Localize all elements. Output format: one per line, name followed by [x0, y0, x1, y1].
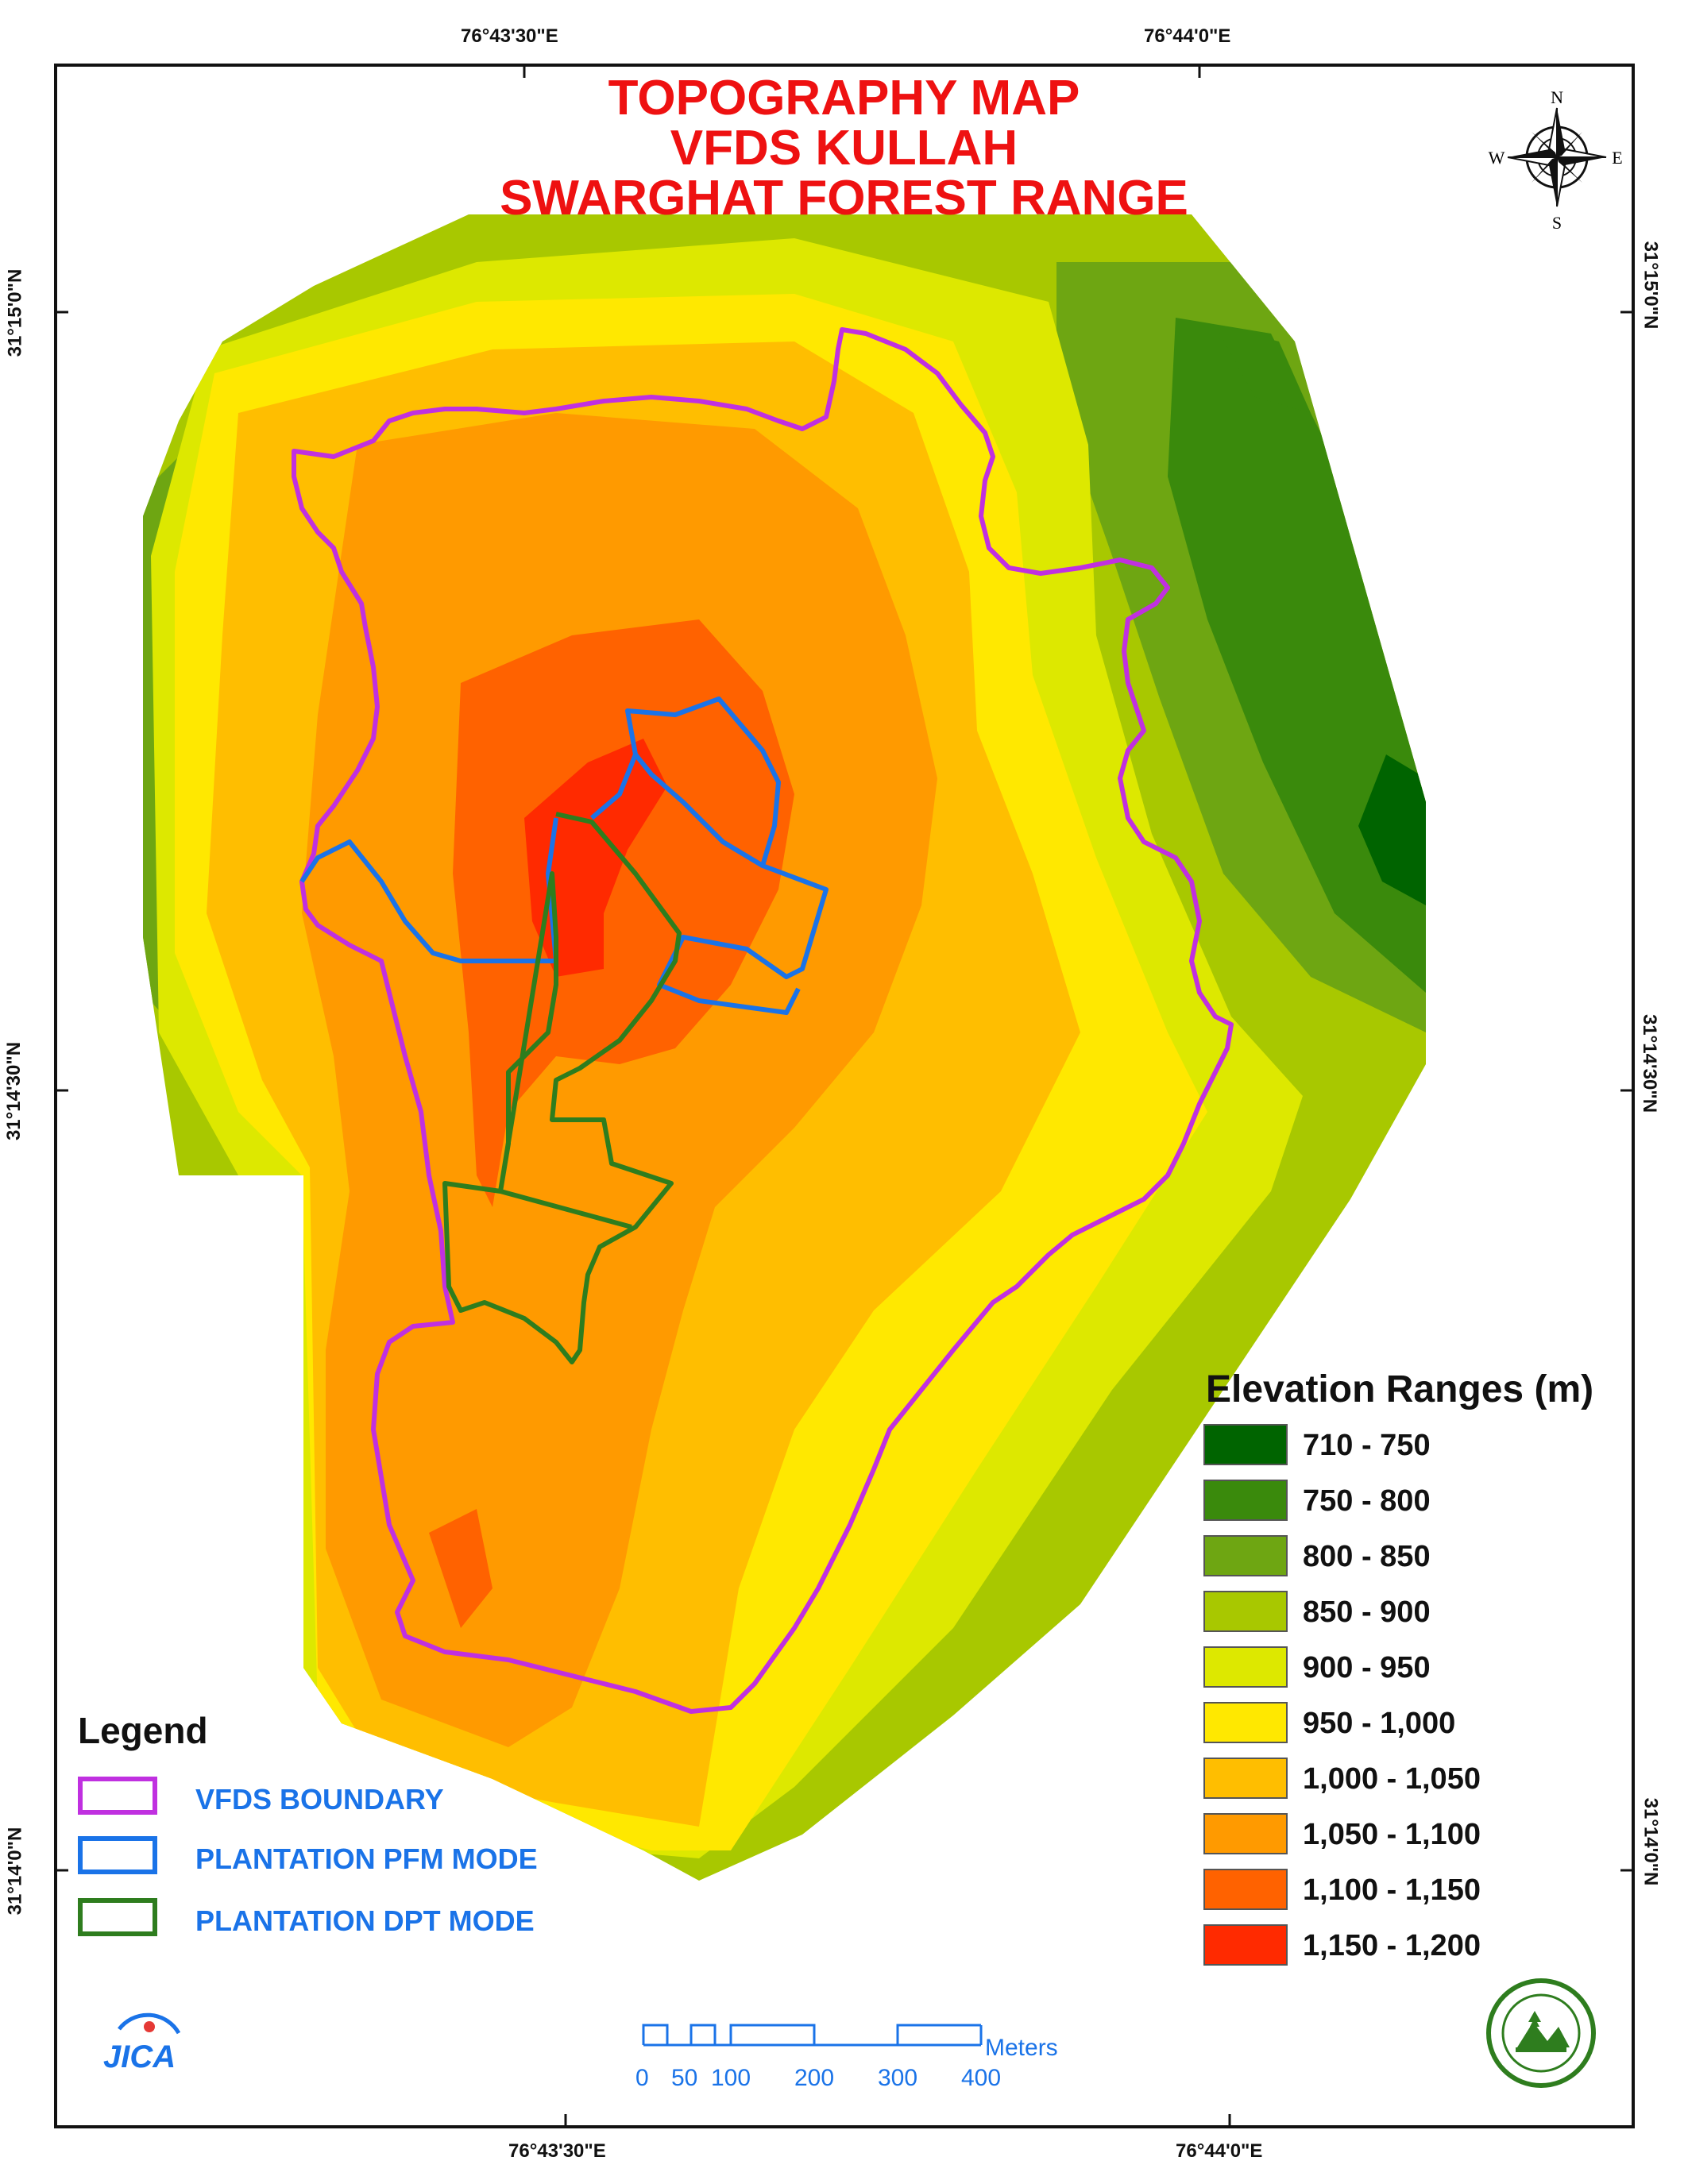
coord-left-2: 31°14'30"N: [3, 1041, 25, 1141]
elev-band-1150-1200: [524, 739, 667, 977]
legend-label: VFDS BOUNDARY: [195, 1783, 444, 1815]
elevation-label: 750 - 800: [1303, 1484, 1431, 1518]
elevation-swatch: [1203, 1758, 1288, 1799]
coord-right-3: 31°14'0"N: [1640, 1797, 1662, 1886]
plantation-pfm-swatch: [78, 1836, 157, 1874]
scale-bar: [642, 2024, 983, 2047]
legend-title: Legend: [78, 1710, 208, 1751]
vfds-boundary: [292, 327, 1234, 1714]
legend-label: PLANTATION PFM MODE: [195, 1843, 538, 1875]
scale-tick-200: 200: [794, 2065, 835, 2091]
elevation-swatch: [1203, 1591, 1288, 1632]
elevation-swatch: [1203, 1924, 1288, 1966]
coord-left-3: 31°14'0"N: [4, 1827, 26, 1916]
compass-s: S: [1552, 213, 1562, 233]
elevation-label: 1,150 - 1,200: [1303, 1929, 1481, 1962]
elevation-label: 1,100 - 1,150: [1303, 1873, 1481, 1907]
plantation-pfm-connector: [590, 753, 638, 820]
jica-logo-text: JICA: [103, 2039, 176, 2074]
map-title-line-2: VFDS KULLAH: [670, 121, 1018, 176]
elevation-swatch: [1203, 1424, 1288, 1465]
plantation-dpt: [442, 812, 682, 1364]
compass-e: E: [1612, 148, 1622, 168]
elevation-label: 950 - 1,000: [1303, 1707, 1456, 1740]
plantation-pfm-north: [625, 696, 781, 868]
elev-band-710-750-b: [1215, 326, 1311, 413]
map-title-line-3: SWARGHAT FOREST RANGE: [500, 171, 1188, 226]
scale-tick-100: 100: [711, 2065, 751, 2091]
map-title-line-1: TOPOGRAPHY MAP: [608, 71, 1080, 125]
graticule-ticks: [54, 64, 1635, 2128]
compass-n: N: [1551, 87, 1563, 107]
elevation-label: 1,000 - 1,050: [1303, 1762, 1481, 1796]
coord-right-2: 31°14'30"N: [1639, 1013, 1661, 1113]
elevation-swatch: [1203, 1646, 1288, 1688]
elevation-label: 710 - 750: [1303, 1429, 1431, 1462]
coord-left-1: 31°15'0"N: [4, 268, 26, 357]
scale-tick-300: 300: [878, 2065, 918, 2091]
elev-band-1100-1150: [453, 619, 794, 1207]
coord-top-2: 76°44'0"E: [1144, 25, 1231, 47]
elevation-swatch: [1203, 1869, 1288, 1910]
north-arrow: N S E W: [1489, 87, 1623, 233]
coord-right-1: 31°15'0"N: [1640, 241, 1662, 330]
compass-w: W: [1489, 148, 1505, 168]
elevation-label: 1,050 - 1,100: [1303, 1818, 1481, 1851]
elevation-label: 800 - 850: [1303, 1540, 1431, 1573]
scale-tick-400: 400: [961, 2065, 1002, 2091]
coord-bottom-2: 76°44'0"E: [1176, 2140, 1263, 2162]
elevation-swatch: [1203, 1813, 1288, 1854]
forest-dept-seal: [1486, 1978, 1596, 2088]
scale-tick-50: 50: [671, 2065, 698, 2091]
elev-band-1100-1150-s: [429, 1509, 492, 1628]
elevation-swatch: [1203, 1480, 1288, 1521]
scale-unit: Meters: [985, 2035, 1058, 2061]
elevation-label: 900 - 950: [1303, 1651, 1431, 1684]
elevation-legend-title: Elevation Ranges (m): [1206, 1368, 1594, 1410]
coord-top-1: 76°43'30"E: [461, 25, 558, 47]
elev-band-710-750: [1358, 754, 1426, 905]
plantation-pfm-east: [657, 863, 829, 1015]
elevation-swatch: [1203, 1535, 1288, 1576]
plantation-dpt-swatch: [78, 1898, 157, 1936]
coord-bottom-1: 76°43'30"E: [508, 2140, 606, 2162]
jica-logo: JICA: [103, 2012, 181, 2074]
scale-tick-0: 0: [635, 2065, 649, 2091]
vfds-boundary-swatch: [78, 1777, 157, 1815]
legend-label: PLANTATION DPT MODE: [195, 1904, 535, 1937]
elevation-swatch: [1203, 1702, 1288, 1743]
elevation-label: 850 - 900: [1303, 1596, 1431, 1629]
